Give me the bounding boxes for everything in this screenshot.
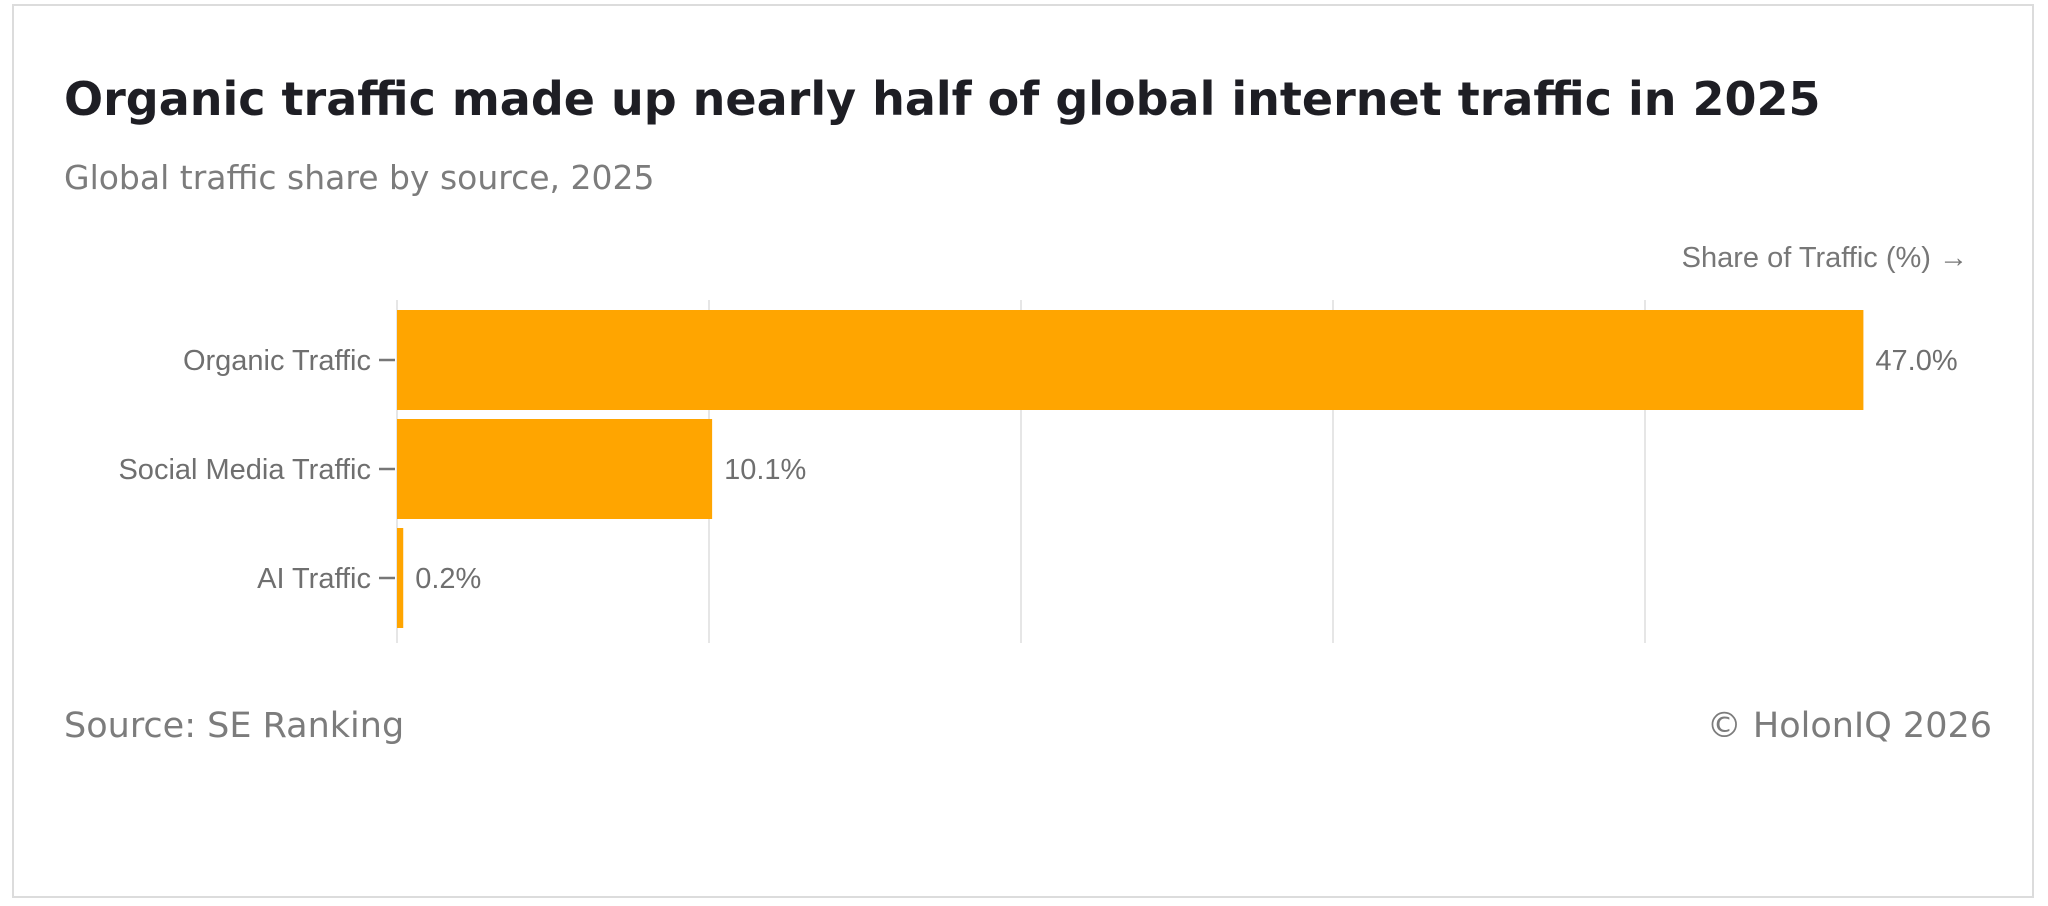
category-label-ai-traffic: AI Traffic [257,563,371,595]
category-label-social-media-traffic: Social Media Traffic [118,454,371,486]
data-labels: 47.0% 10.1% 0.2% [415,345,1957,595]
bar-organic-traffic [397,310,1864,410]
bars [397,310,1864,628]
chart-card [12,4,2034,898]
chart-title: Organic traffic made up nearly half of g… [64,72,1821,126]
value-label-social-media-traffic: 10.1% [724,454,806,486]
bar-social-media-traffic [397,419,713,519]
bar-ai-traffic [397,528,404,628]
chart-subtitle: Global traffic share by source, 2025 [64,158,655,197]
category-label-organic-traffic: Organic Traffic [183,345,371,377]
copyright-note: © HolonIQ 2026 [1706,706,1992,746]
value-label-organic-traffic: 47.0% [1875,345,1957,377]
x-axis-title: Share of Traffic (%) → [1682,242,1968,274]
y-axis-ticks: Organic Traffic Social Media Traffic AI Tr… [118,345,395,595]
source-note: Source: SE Ranking [64,706,405,746]
value-label-ai-traffic: 0.2% [415,563,481,595]
